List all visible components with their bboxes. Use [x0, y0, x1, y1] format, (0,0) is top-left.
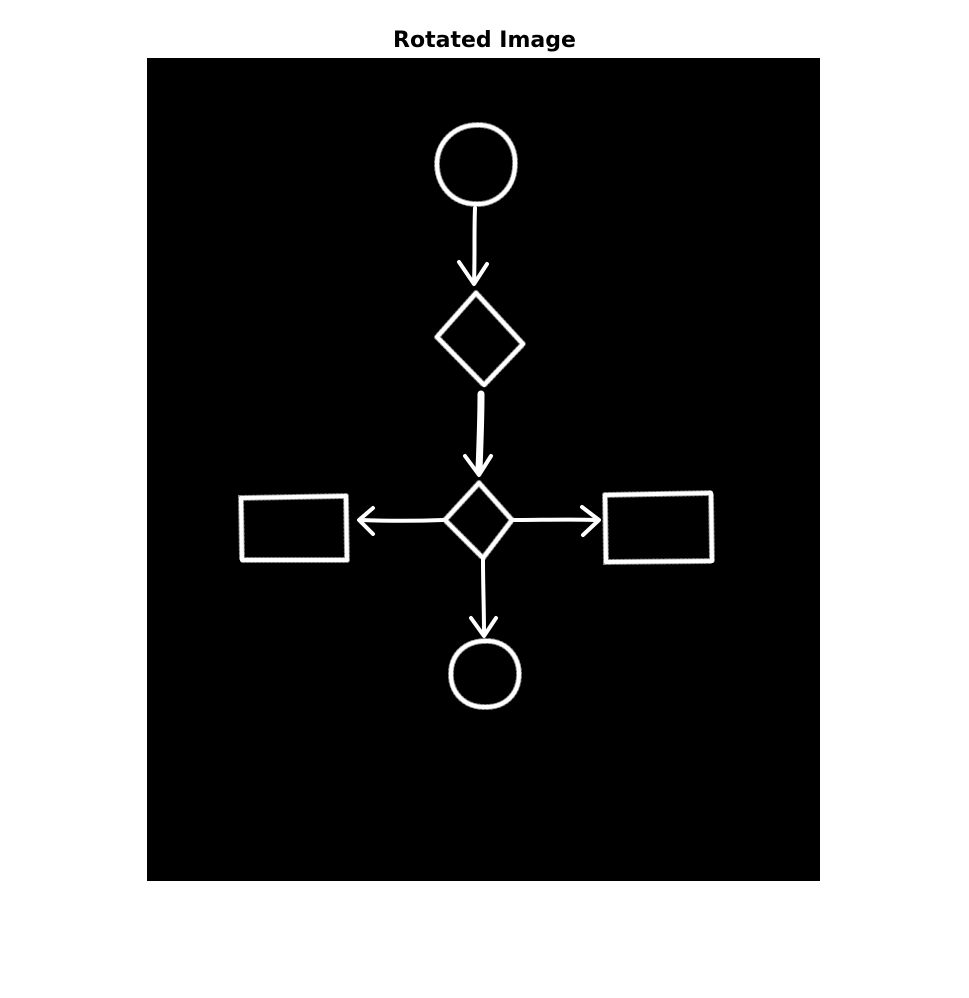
node-decision-1-diamond: [432, 288, 528, 390]
node-process-right-rectangle: [601, 489, 716, 566]
node-start-circle: [433, 122, 518, 207]
edge-decision-2-to-end: [469, 558, 498, 638]
plot-title: Rotated Image: [393, 28, 576, 53]
node-decision-2-diamond: [440, 478, 516, 563]
node-end-circle: [448, 638, 523, 711]
node-process-left-rectangle: [237, 492, 351, 563]
edge-decision-2-to-process-right: [512, 505, 601, 537]
image-axes: [147, 58, 820, 881]
flowchart-image: [237, 122, 716, 711]
edge-decision-1-to-decision-2: [463, 390, 493, 477]
edge-start-to-decision-1: [457, 206, 489, 286]
edge-decision-2-to-process-left: [357, 506, 445, 536]
